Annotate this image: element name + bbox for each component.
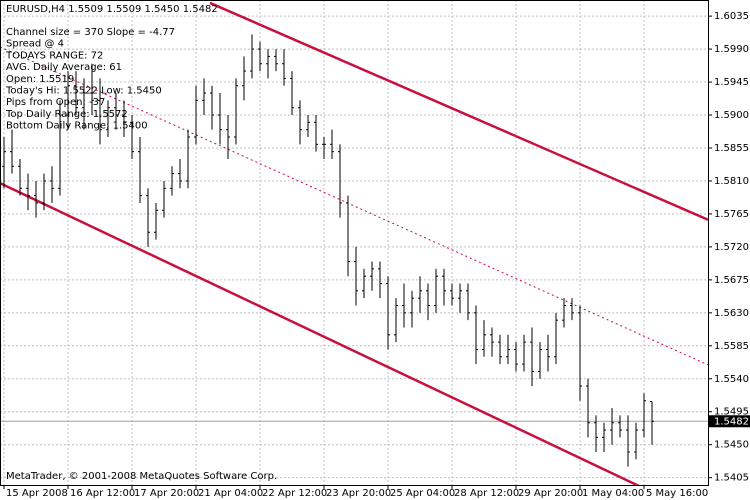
footer: MetaTrader, © 2001-2008 MetaQuotes Softw… bbox=[6, 471, 277, 482]
x-tick-label: 16 Apr 12:00 bbox=[70, 488, 135, 499]
info-line: Today's Hi: 1.5522 Low: 1.5450 bbox=[5, 86, 162, 97]
channel-line bbox=[0, 46, 708, 366]
x-tick-label: 17 Apr 20:00 bbox=[134, 488, 199, 499]
x-tick-label: 15 Apr 2008 bbox=[6, 488, 68, 499]
x-tick-label: 23 Apr 20:00 bbox=[326, 488, 391, 499]
plot-frame bbox=[0, 0, 709, 486]
y-tick-label: 1.5900 bbox=[714, 110, 749, 121]
info-line: Channel size = 370 Slope = -4.77 bbox=[6, 27, 175, 38]
y-tick-label: 1.5945 bbox=[714, 77, 749, 88]
y-tick-label: 1.5990 bbox=[714, 44, 749, 55]
channel-line bbox=[209, 1, 708, 221]
x-tick-label: 21 Apr 04:00 bbox=[198, 488, 263, 499]
grid bbox=[0, 0, 708, 485]
y-tick-label: 1.5675 bbox=[714, 275, 749, 286]
y-tick-label: 1.5450 bbox=[714, 440, 749, 451]
x-tick-label: 29 Apr 20:00 bbox=[518, 488, 583, 499]
info-line: TODAYS RANGE: 72 bbox=[5, 50, 103, 61]
x-tick-label: 28 Apr 12:00 bbox=[454, 488, 519, 499]
info-line: Spread @ 4 bbox=[6, 39, 64, 50]
y-tick-label: 1.5765 bbox=[714, 209, 749, 220]
y-tick-label: 1.5720 bbox=[714, 242, 749, 253]
channel bbox=[0, 1, 708, 485]
info-line: Open: 1.5519 bbox=[6, 74, 74, 85]
info-line: Pips from Open: -37 bbox=[6, 97, 105, 108]
channel-line bbox=[0, 182, 640, 485]
info-line: AVG. Daily Average: 61 bbox=[6, 62, 122, 73]
x-tick-label: 1 May 04:00 bbox=[582, 488, 644, 499]
current-price-box bbox=[709, 415, 750, 428]
bars bbox=[2, 34, 654, 467]
y-tick-label: 1.5630 bbox=[714, 308, 749, 319]
chart-title: EURUSD,H4 1.5509 1.5509 1.5450 1.5482 bbox=[6, 4, 218, 15]
current-price-label: 1.5482 bbox=[714, 416, 749, 427]
info-line: Top Daily Range: 1.5572 bbox=[5, 109, 128, 120]
x-tick-label: 25 Apr 04:00 bbox=[390, 488, 455, 499]
y-tick-label: 1.5405 bbox=[714, 473, 749, 484]
y-tick-label: 1.6035 bbox=[714, 11, 749, 22]
info-line: Bottom Daily Range: 1.5400 bbox=[6, 121, 148, 132]
y-tick-label: 1.5810 bbox=[714, 176, 749, 187]
y-tick-label: 1.5495 bbox=[714, 407, 749, 418]
x-tick-label: 22 Apr 12:00 bbox=[262, 488, 327, 499]
texts: EURUSD,H4 1.5509 1.5509 1.5450 1.5482 Me… bbox=[5, 4, 277, 482]
y-tick-label: 1.5585 bbox=[714, 341, 749, 352]
x-tick-label: 5 May 16:00 bbox=[646, 488, 708, 499]
y-tick-label: 1.5540 bbox=[714, 374, 749, 385]
y-tick-label: 1.5855 bbox=[714, 143, 749, 154]
